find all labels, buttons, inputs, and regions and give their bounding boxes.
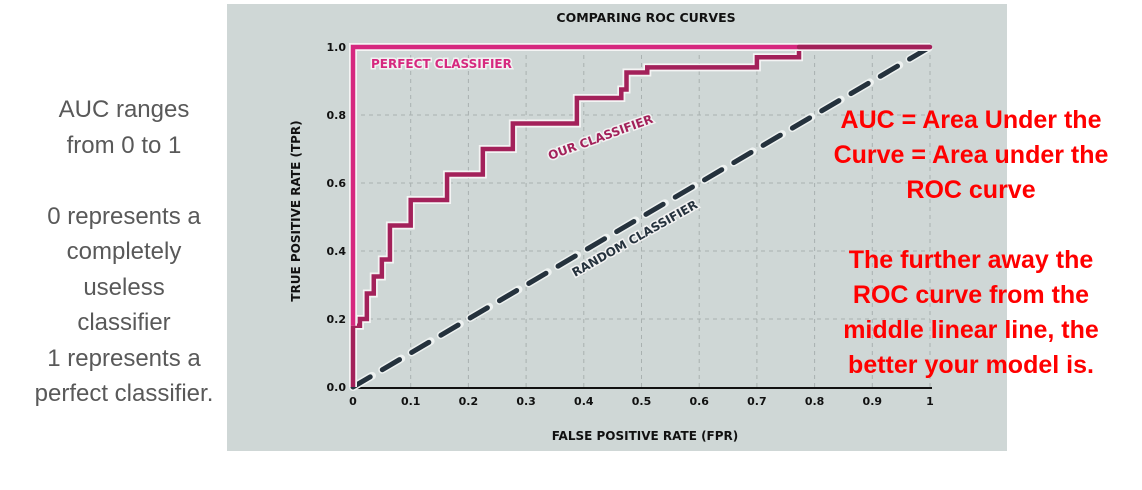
right-note-line: ROC curve <box>906 176 1036 204</box>
left-note-line: from 0 to 1 <box>66 131 182 159</box>
y-tick-label: 1.0 <box>327 41 347 54</box>
chart-axes: 0 0.1 0.2 0.3 0.4 0.5 0.6 0.7 0.8 0.9 1 0.0 0.2 0.4 0.… <box>327 41 934 408</box>
x-tick-label: 0.6 <box>689 395 709 408</box>
x-tick-label: 0.5 <box>632 395 652 408</box>
our-classifier-line <box>350 44 930 387</box>
right-note-line: Curve = Area under the <box>833 141 1109 169</box>
x-tick-label: 0.3 <box>516 395 536 408</box>
y-axis-label: TRUE POSITIVE RATE (TPR) <box>289 120 303 301</box>
y-tick-label: 0.2 <box>327 313 347 326</box>
right-note-line: The further away the <box>848 246 1094 274</box>
right-note-line: AUC = Area Under the <box>840 106 1102 134</box>
x-tick-label: 0.7 <box>747 395 767 408</box>
left-note-line: 0 represents a <box>47 202 201 230</box>
x-tick-label: 0.9 <box>863 395 883 408</box>
x-tick-label: 0.4 <box>574 395 594 408</box>
y-tick-label: 0.8 <box>327 109 347 122</box>
random-classifier-label: RANDOM CLASSIFIER <box>570 198 700 280</box>
y-tick-label: 0.0 <box>327 381 347 394</box>
x-tick-label: 1 <box>926 395 934 408</box>
left-note-line <box>0 163 248 199</box>
y-tick-label: 0.4 <box>327 245 347 258</box>
x-tick-label: 0.2 <box>459 395 479 408</box>
x-tick-label: 0.8 <box>805 395 825 408</box>
y-tick-label: 0.6 <box>327 177 347 190</box>
right-note-line: better your model is. <box>848 351 1094 379</box>
x-axis-label: FALSE POSITIVE RATE (FPR) <box>552 429 739 443</box>
right-note-line: middle linear line, the <box>843 316 1099 344</box>
chart-grid <box>353 47 931 387</box>
left-note-line: perfect classifier. <box>34 380 214 407</box>
perfect-classifier-line <box>350 44 930 326</box>
x-tick-label: 0.1 <box>401 395 421 408</box>
left-note-line: 1 represents a <box>47 344 201 372</box>
right-note-line: ROC curve from the <box>852 281 1090 309</box>
chart-title: COMPARING ROC CURVES <box>556 10 735 25</box>
left-note-line: classifier <box>77 309 171 336</box>
right-note-line <box>800 208 1142 243</box>
x-tick-label: 0 <box>349 395 357 408</box>
left-note-line: AUC ranges <box>58 96 190 123</box>
auc-range-note: AUC ranges from 0 to 1 0 represents a compl… <box>0 92 248 412</box>
chart-series <box>349 43 934 391</box>
random-classifier-line <box>350 44 933 390</box>
left-note-line: useless <box>83 273 165 301</box>
auc-definition-note: AUC = Area Under the Curve = Area under t… <box>800 103 1142 383</box>
left-note-line: completely <box>66 238 182 265</box>
perfect-classifier-label: PERFECT CLASSIFIER <box>371 57 512 71</box>
